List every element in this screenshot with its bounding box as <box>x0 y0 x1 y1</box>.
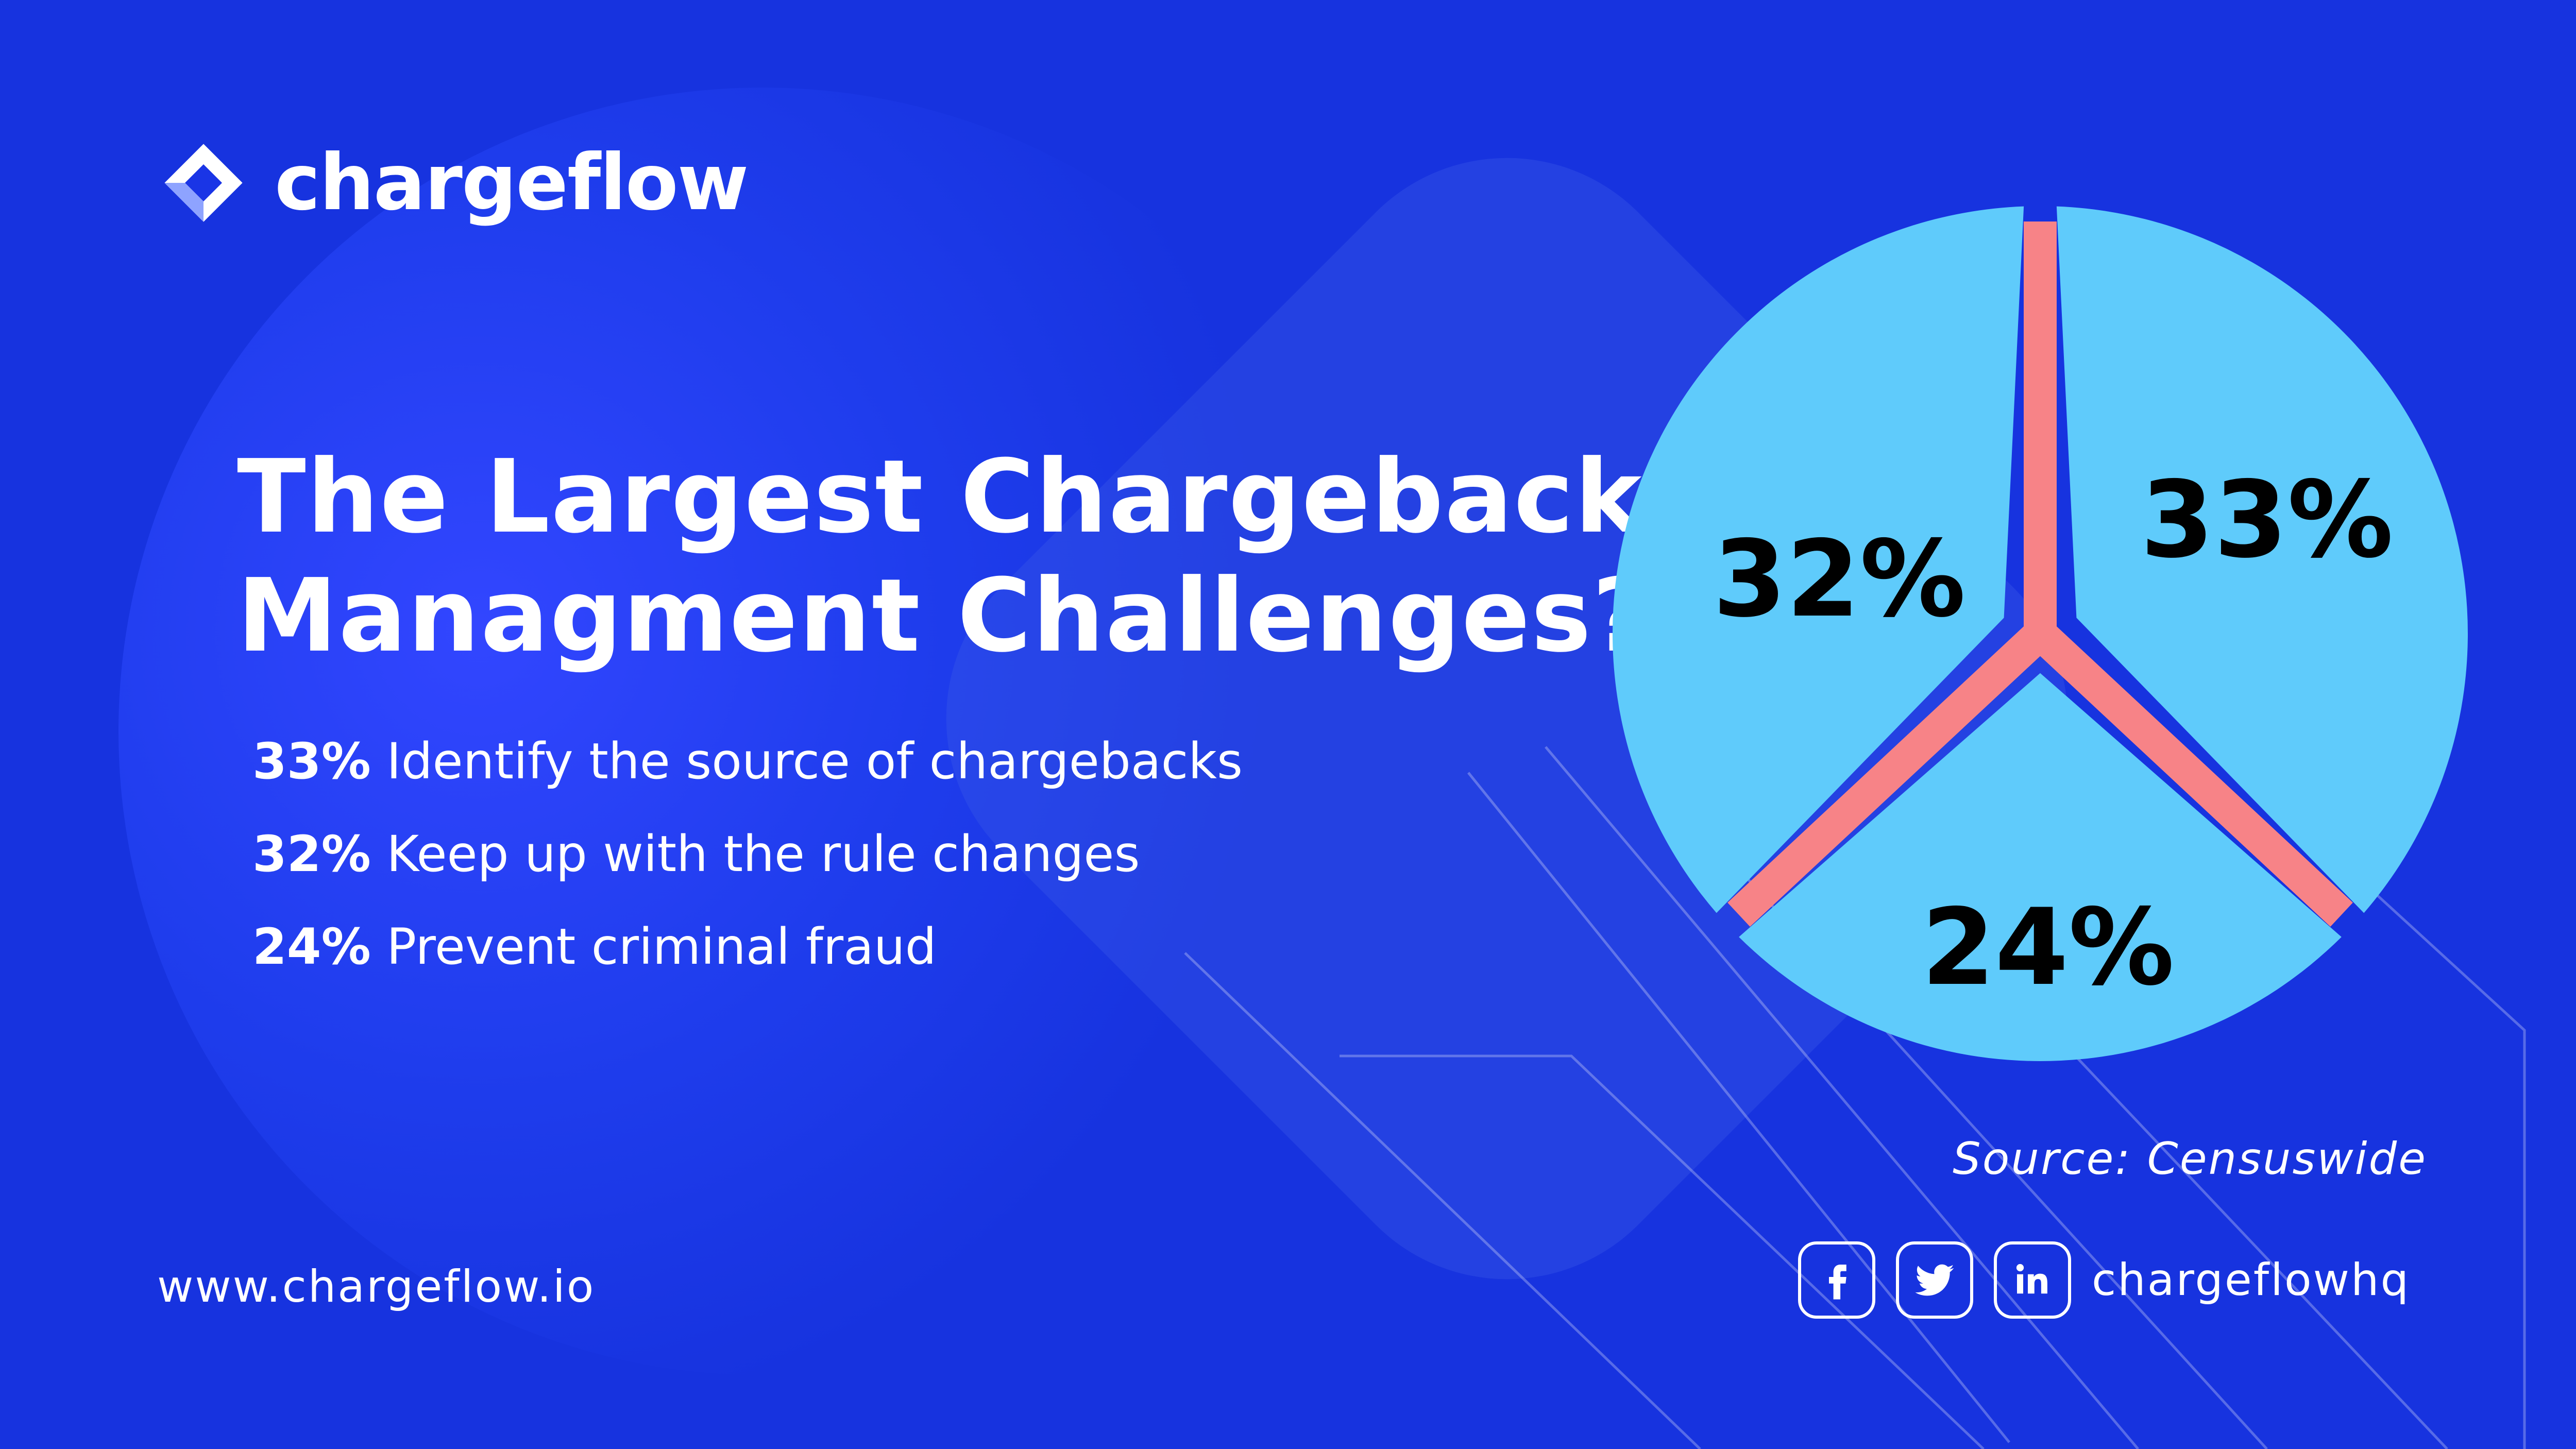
pie-slice-24-percent <box>1739 673 2342 1062</box>
pie-label-24-percent: 24% <box>1922 887 2175 1009</box>
stat-percent: 33% <box>252 732 371 790</box>
facebook-icon <box>1829 1265 1846 1300</box>
twitter-button[interactable] <box>1896 1241 1973 1319</box>
social-handle[interactable]: chargeflowhq <box>2092 1254 2411 1306</box>
source-note: Source: Censuswide <box>1953 1133 2427 1185</box>
stat-item: 24% Prevent criminal fraud <box>252 922 1386 971</box>
title-line-1: The Largest Chargeback <box>237 438 1643 556</box>
stat-text: Keep up with the rule changes <box>386 825 1140 883</box>
page-title: The Largest Chargeback Managment Challen… <box>237 438 1652 676</box>
stat-item: 32% Keep up with the rule changes <box>252 829 1386 879</box>
pie-spoke-3 <box>1732 622 2050 922</box>
stat-text: Identify the source of chargebacks <box>386 732 1243 790</box>
stat-text: Prevent criminal fraud <box>386 918 937 976</box>
chargeflow-logo-icon <box>164 144 243 222</box>
stat-percent: 32% <box>252 825 371 883</box>
linkedin-icon <box>2016 1264 2047 1294</box>
background-glow <box>118 88 1406 1375</box>
linkedin-button[interactable] <box>1994 1241 2071 1319</box>
stat-list: 33% Identify the source of chargebacks 3… <box>252 737 1386 1015</box>
title-line-2: Managment Challenges? <box>237 557 1652 675</box>
pie-slice-33-percent <box>2056 206 2468 913</box>
background-lines <box>1184 746 2526 1449</box>
brand-name: chargeflow <box>275 138 749 228</box>
twitter-icon <box>1915 1264 1954 1296</box>
brand-logo[interactable]: chargeflow <box>157 137 749 229</box>
stat-percent: 24% <box>252 918 371 976</box>
facebook-button[interactable] <box>1798 1241 1875 1319</box>
pie-label-32-percent: 32% <box>1713 518 1966 641</box>
pie-slice-32-percent <box>1613 206 2024 913</box>
website-link[interactable]: www.chargeflow.io <box>157 1261 596 1312</box>
stat-item: 33% Identify the source of chargebacks <box>252 737 1386 786</box>
pie-spoke-2 <box>2030 622 2348 922</box>
pie-label-33-percent: 33% <box>2141 459 2394 582</box>
social-bar: chargeflowhq <box>1798 1241 2410 1319</box>
